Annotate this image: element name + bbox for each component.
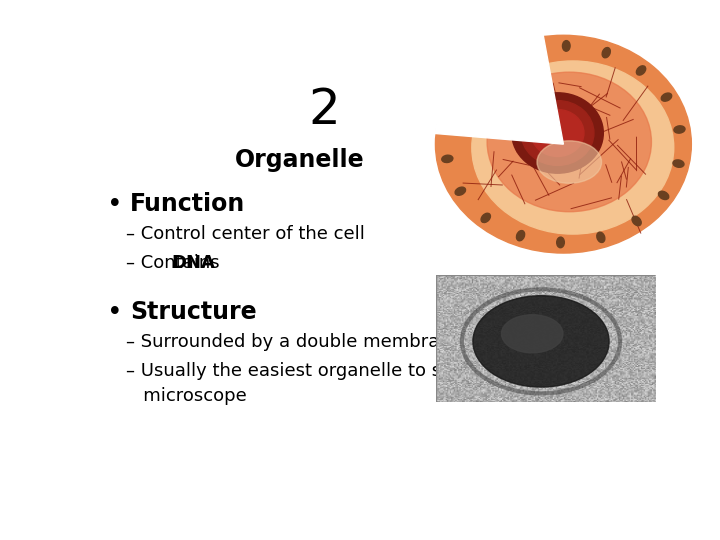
Text: •: • — [107, 192, 122, 218]
Text: •: • — [107, 300, 122, 326]
Text: – Usually the easiest organelle to see under a: – Usually the easiest organelle to see u… — [126, 362, 539, 380]
Ellipse shape — [442, 155, 453, 163]
Text: DNA: DNA — [171, 254, 215, 272]
Text: – Contains: – Contains — [126, 254, 225, 272]
Ellipse shape — [436, 35, 691, 253]
Wedge shape — [435, 23, 563, 144]
Ellipse shape — [557, 237, 564, 248]
Ellipse shape — [487, 72, 652, 212]
Ellipse shape — [531, 110, 584, 157]
Ellipse shape — [597, 232, 605, 242]
Ellipse shape — [512, 93, 603, 173]
Ellipse shape — [485, 63, 495, 72]
Ellipse shape — [636, 66, 646, 75]
Text: – Control center of the cell: – Control center of the cell — [126, 225, 365, 243]
Ellipse shape — [516, 231, 525, 241]
Ellipse shape — [537, 141, 601, 183]
Ellipse shape — [443, 121, 454, 129]
Ellipse shape — [501, 315, 563, 353]
Ellipse shape — [522, 46, 530, 56]
Ellipse shape — [472, 61, 674, 234]
Ellipse shape — [458, 89, 469, 97]
Ellipse shape — [481, 213, 490, 222]
Ellipse shape — [661, 93, 672, 101]
Ellipse shape — [674, 126, 685, 133]
Ellipse shape — [658, 191, 669, 200]
Text: 2: 2 — [308, 85, 341, 133]
Text: Function: Function — [130, 192, 246, 215]
Text: Structure: Structure — [130, 300, 257, 323]
Ellipse shape — [455, 187, 466, 195]
Ellipse shape — [473, 296, 609, 387]
Ellipse shape — [602, 48, 611, 58]
Ellipse shape — [673, 160, 684, 167]
Ellipse shape — [562, 40, 570, 51]
Text: – Surrounded by a double membrane: – Surrounded by a double membrane — [126, 333, 462, 351]
Ellipse shape — [632, 216, 642, 226]
Ellipse shape — [521, 100, 594, 165]
Text: microscope: microscope — [126, 387, 247, 405]
Text: Organelle: Organelle — [235, 148, 364, 172]
